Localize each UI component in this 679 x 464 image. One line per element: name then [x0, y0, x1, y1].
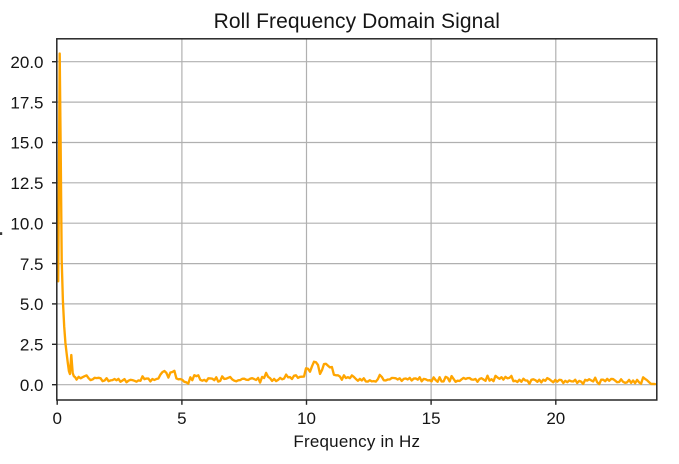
svg-text:15.0: 15.0: [10, 134, 43, 153]
svg-text:7.5: 7.5: [20, 255, 44, 274]
svg-text:12.5: 12.5: [10, 174, 43, 193]
svg-text:Roll Frequency Domain Signal: Roll Frequency Domain Signal: [214, 10, 500, 33]
svg-text:10.0: 10.0: [10, 214, 43, 233]
svg-text:20.0: 20.0: [10, 53, 43, 72]
svg-text:5: 5: [177, 409, 186, 428]
svg-text:0: 0: [52, 409, 61, 428]
svg-text:10: 10: [297, 409, 316, 428]
svg-text:Frequency in Hz: Frequency in Hz: [293, 432, 420, 451]
svg-text:5.0: 5.0: [20, 295, 44, 314]
svg-text:2.5: 2.5: [20, 336, 44, 355]
svg-text:20: 20: [546, 409, 565, 428]
svg-text:15: 15: [422, 409, 441, 428]
svg-text:0.0: 0.0: [20, 376, 44, 395]
svg-text:17.5: 17.5: [10, 93, 43, 112]
